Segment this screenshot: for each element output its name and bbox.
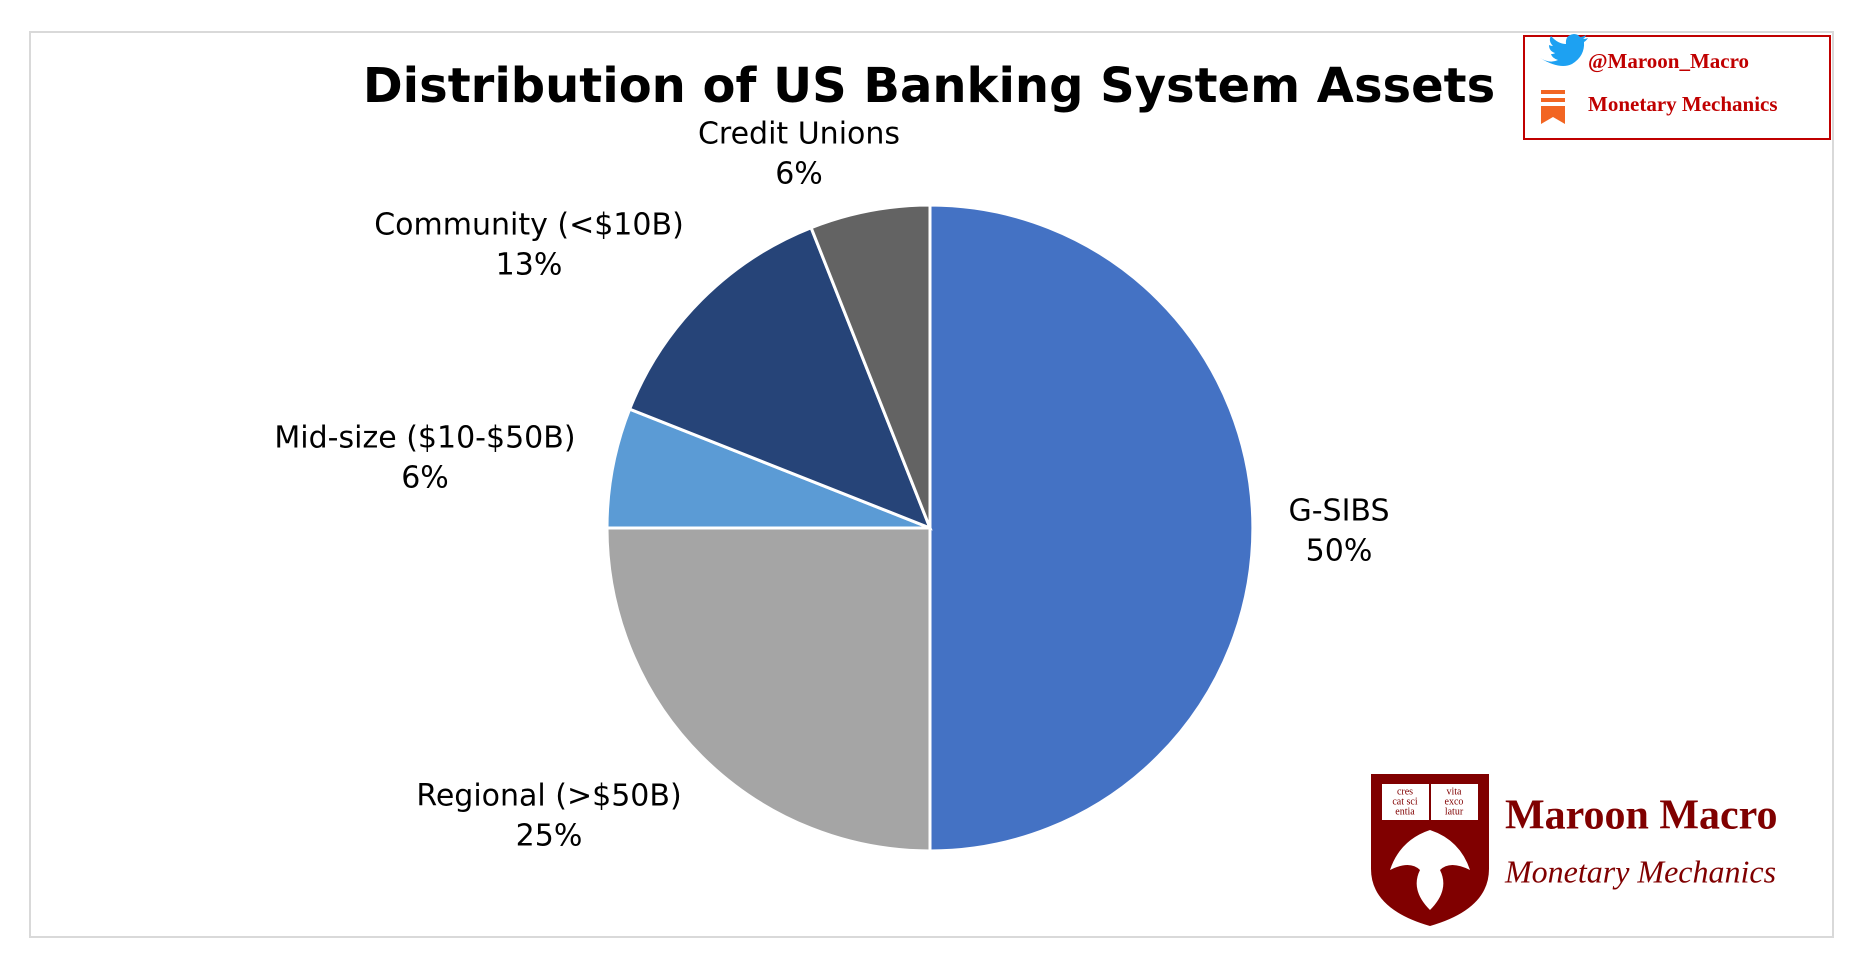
pie	[605, 203, 1255, 853]
motto-line: vita	[1447, 786, 1463, 797]
motto-line: latur	[1445, 806, 1464, 817]
substack-icon	[1541, 90, 1565, 124]
motto-line: cat sci	[1392, 796, 1417, 807]
logo-title: Maroon Macro	[1505, 793, 1778, 839]
pie-slice	[928, 203, 1255, 853]
motto-line: exco	[1445, 796, 1464, 807]
twitter-handle: @Maroon_Macro	[1588, 49, 1749, 73]
logo-subtitle: Monetary Mechanics	[1504, 853, 1776, 889]
category-label: Mid-size ($10-$50B)	[274, 421, 575, 456]
pie-slice	[627, 225, 933, 531]
motto-line: entia	[1395, 806, 1415, 817]
value-label: 25%	[516, 819, 583, 854]
value-label: 6%	[401, 461, 449, 496]
value-label: 50%	[1306, 534, 1373, 569]
chart-title: Distribution of US Banking System Assets	[363, 58, 1495, 114]
value-label: 13%	[496, 248, 563, 283]
category-label: Community (<$10B)	[374, 208, 684, 243]
twitter-icon	[1540, 34, 1588, 66]
labels: G-SIBS 50% Regional (>$50B) 25% Mid-size ($1…	[274, 117, 1389, 854]
category-label: Credit Unions	[698, 117, 900, 152]
motto-line: cres	[1397, 786, 1413, 797]
pie-slice	[809, 203, 932, 529]
pie-slice	[605, 526, 932, 853]
pie-slice	[605, 407, 931, 530]
phoenix	[1390, 830, 1470, 910]
category-label: Regional (>$50B)	[416, 779, 681, 814]
category-label: G-SIBS	[1288, 494, 1389, 529]
substack-name: Monetary Mechanics	[1588, 92, 1778, 116]
value-label: 6%	[775, 157, 823, 192]
